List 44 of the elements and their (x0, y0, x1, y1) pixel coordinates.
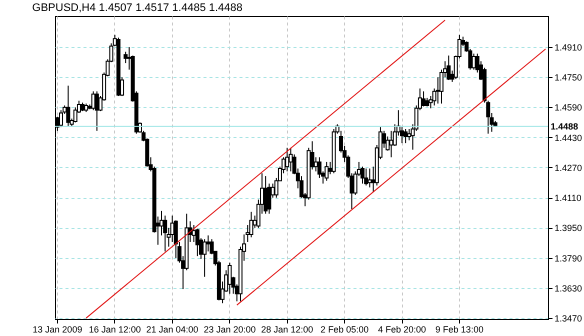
y-tick-label: 1.4750 (554, 72, 582, 83)
candlestick (422, 90, 426, 107)
candlestick (446, 55, 451, 81)
y-tick-label: 1.4110 (554, 193, 582, 204)
x-tick-label: 2 Feb 05:00 (320, 324, 369, 334)
y-tick-label: 1.3630 (554, 283, 582, 294)
x-tick-label: 13 Jan 2009 (32, 324, 82, 334)
candlestick (174, 220, 178, 258)
candlestick (59, 110, 64, 128)
candlestick (163, 215, 168, 252)
x-tick-label: 4 Feb 20:00 (378, 324, 426, 334)
y-tick-label: 1.3790 (554, 253, 582, 264)
y-tick-label: 1.3950 (554, 223, 582, 234)
x-tick-label: 16 Jan 12:00 (88, 324, 141, 334)
y-tick-label: 1.4590 (554, 102, 582, 113)
chart-title: GBPUSD,H4 1.4507 1.4517 1.4485 1.4488 (32, 2, 243, 14)
candlestick (192, 224, 196, 242)
x-tick-label: 23 Jan 20:00 (204, 324, 256, 334)
candlestick (285, 147, 290, 172)
candlestick (228, 262, 232, 294)
x-tick-label: 21 Jan 04:00 (146, 324, 198, 334)
y-tick-label: 1.4270 (554, 162, 582, 173)
x-tick-label: 28 Jan 12:00 (261, 324, 314, 334)
candlestick (324, 161, 329, 182)
candlestick (472, 53, 476, 70)
x-tick-label: 9 Feb 13:00 (435, 324, 484, 334)
candlestick (195, 228, 200, 257)
candlestick (202, 238, 207, 278)
candlestick (364, 168, 368, 186)
y-tick-label: 1.4910 (554, 42, 582, 52)
candlestick (94, 90, 99, 132)
candlestick (389, 130, 394, 158)
candlestick (170, 215, 174, 242)
candlestick (288, 147, 293, 172)
candlestick (404, 128, 408, 144)
ref-line-label: 1.4488 (550, 121, 578, 132)
candlestick (360, 166, 365, 184)
candlestick (66, 85, 70, 127)
candlestick (368, 168, 372, 188)
y-tick-label: 1.4430 (554, 132, 582, 143)
candlestick (249, 211, 254, 238)
y-tick-label: 1.3470 (554, 314, 582, 324)
candlestick (91, 90, 96, 111)
candlestick (206, 234, 210, 252)
